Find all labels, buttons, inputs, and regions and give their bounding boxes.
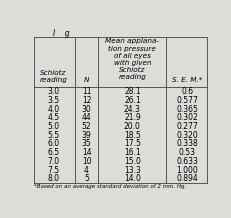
Text: 15.0: 15.0 [123, 157, 140, 166]
Text: 24.3: 24.3 [123, 105, 140, 114]
Text: 4.0: 4.0 [47, 105, 59, 114]
Text: 18.5: 18.5 [124, 131, 140, 140]
Text: 3.5: 3.5 [47, 96, 59, 105]
Text: 0.277: 0.277 [176, 122, 197, 131]
Text: Schiotz
reading: Schiotz reading [39, 70, 67, 83]
Text: 44: 44 [81, 113, 91, 122]
Text: 26.1: 26.1 [124, 96, 140, 105]
Text: 28.1: 28.1 [124, 87, 140, 96]
Text: 4: 4 [84, 165, 89, 175]
Text: 12: 12 [82, 96, 91, 105]
Text: N: N [83, 77, 89, 83]
Text: 5.0: 5.0 [47, 122, 59, 131]
Text: 1.000: 1.000 [176, 165, 197, 175]
Text: 10: 10 [81, 157, 91, 166]
Text: S. E. M.*: S. E. M.* [171, 77, 201, 83]
Text: 0.577: 0.577 [176, 96, 197, 105]
Text: 14.0: 14.0 [123, 174, 140, 183]
Text: 16.1: 16.1 [124, 148, 140, 157]
Text: 52: 52 [81, 122, 91, 131]
Text: 0.320: 0.320 [176, 131, 197, 140]
Text: 17.5: 17.5 [123, 140, 140, 148]
Text: 4.5: 4.5 [47, 113, 59, 122]
Text: 0.6: 0.6 [180, 87, 192, 96]
Text: 0.53: 0.53 [178, 148, 195, 157]
Text: 8.0: 8.0 [47, 174, 59, 183]
Text: 35: 35 [81, 140, 91, 148]
Text: 20.0: 20.0 [123, 122, 140, 131]
Text: 30: 30 [81, 105, 91, 114]
Text: 0.302: 0.302 [176, 113, 197, 122]
Text: 13.3: 13.3 [123, 165, 140, 175]
Text: 3.0: 3.0 [47, 87, 59, 96]
Text: 7.5: 7.5 [47, 165, 59, 175]
Text: 6.0: 6.0 [47, 140, 59, 148]
Text: 5: 5 [84, 174, 89, 183]
Text: I    g: I g [53, 29, 69, 38]
Text: 0.365: 0.365 [176, 105, 197, 114]
Text: 14: 14 [81, 148, 91, 157]
Text: 0.894: 0.894 [176, 174, 197, 183]
Text: 0.633: 0.633 [176, 157, 197, 166]
Text: 11: 11 [82, 87, 91, 96]
Text: 6.5: 6.5 [47, 148, 59, 157]
Text: *Based on an average standard deviation of 2 mm. Hg.: *Based on an average standard deviation … [34, 184, 186, 189]
Text: Mean applana-
tion pressure
of all eyes
with given
Schiotz
reading: Mean applana- tion pressure of all eyes … [105, 38, 159, 80]
Text: 0.338: 0.338 [176, 140, 197, 148]
Text: 7.0: 7.0 [47, 157, 59, 166]
Text: 21.9: 21.9 [124, 113, 140, 122]
Text: 5.5: 5.5 [47, 131, 59, 140]
Text: 39: 39 [81, 131, 91, 140]
